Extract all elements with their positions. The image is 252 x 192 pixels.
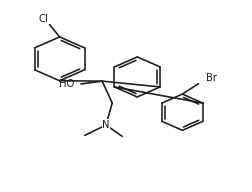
Text: HO: HO: [59, 79, 75, 89]
Text: Br: Br: [206, 73, 217, 83]
Text: Cl: Cl: [38, 14, 48, 24]
Text: N: N: [102, 120, 110, 130]
